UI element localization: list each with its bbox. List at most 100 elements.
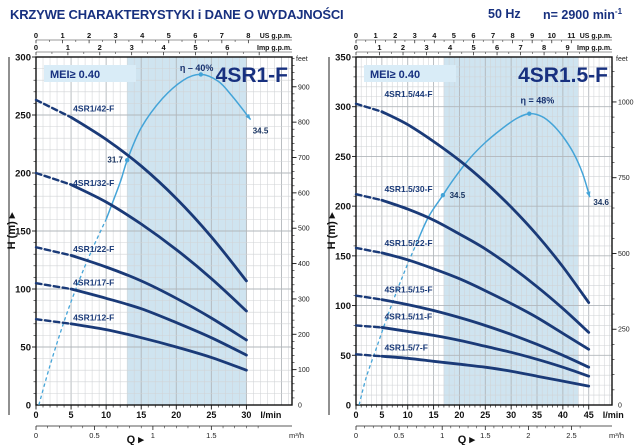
svg-text:0: 0 <box>33 410 38 420</box>
pump-curve: 4SR1/12-F <box>34 312 248 372</box>
chart-panel-4sr1-5-f: 0 50 100 150 200 250 300 350 H (m) ▸ 0 250 500 750 10… <box>320 30 640 445</box>
chart-panel-4sr1-f: 0 50 100 150 200 250 300 H (m) ▸ 0 100 200 300 400 50… <box>0 30 320 445</box>
svg-text:1: 1 <box>373 31 377 40</box>
svg-text:9: 9 <box>566 43 570 52</box>
chart-title: 4SR1-F <box>216 64 289 87</box>
head-axis-label: H (m) ▸ <box>6 212 18 249</box>
svg-text:H (m) ▸: H (m) ▸ <box>6 212 18 249</box>
svg-text:3: 3 <box>114 31 118 40</box>
svg-text:1: 1 <box>440 431 444 440</box>
flow-ruler-imp-gpm: 0 1 2 3 4 5 6 Imp g.p.m. <box>34 43 292 56</box>
svg-text:15: 15 <box>429 410 439 420</box>
svg-text:8: 8 <box>246 31 250 40</box>
flow-ruler-imp-gpm: 0 1 2 3 4 5 6 7 8 9 Imp g.p.m. <box>354 43 612 56</box>
svg-text:25: 25 <box>206 410 216 420</box>
svg-text:200: 200 <box>335 202 351 213</box>
svg-text:feet: feet <box>296 56 308 63</box>
svg-text:45: 45 <box>584 410 594 420</box>
svg-text:150: 150 <box>15 227 31 238</box>
svg-text:25: 25 <box>480 410 490 420</box>
svg-text:l/min: l/min <box>260 410 281 420</box>
svg-text:0.5: 0.5 <box>89 431 99 440</box>
svg-text:500: 500 <box>298 226 310 233</box>
svg-text:1: 1 <box>66 43 70 52</box>
flow-ruler-us-gpm: 0 1 2 3 4 5 6 7 8 US g.p.m. <box>34 31 292 44</box>
svg-text:2: 2 <box>87 31 91 40</box>
svg-text:10: 10 <box>403 410 413 420</box>
svg-text:4SR1.5/11-F: 4SR1.5/11-F <box>384 311 432 321</box>
svg-text:6: 6 <box>225 43 229 52</box>
pump-curve: 4SR1/42-F <box>34 98 248 283</box>
efficiency-curve: η = 48% 34.5 34.6 <box>358 96 610 406</box>
svg-text:40: 40 <box>558 410 568 420</box>
svg-text:600: 600 <box>298 190 310 197</box>
svg-text:750: 750 <box>618 175 630 182</box>
svg-text:10: 10 <box>548 31 556 40</box>
svg-text:11: 11 <box>567 31 575 40</box>
svg-text:Q ▸: Q ▸ <box>458 434 476 445</box>
svg-text:5: 5 <box>452 31 456 40</box>
svg-text:0: 0 <box>354 43 358 52</box>
grid <box>36 57 292 405</box>
svg-text:800: 800 <box>298 120 310 127</box>
svg-text:5: 5 <box>167 31 171 40</box>
svg-text:8: 8 <box>511 31 515 40</box>
svg-text:7: 7 <box>518 43 522 52</box>
svg-text:300: 300 <box>298 296 310 303</box>
svg-text:0: 0 <box>353 410 358 420</box>
svg-text:4SR1/32-F: 4SR1/32-F <box>73 178 114 188</box>
mei-badge: MEI≥ 0.40 <box>44 65 136 82</box>
svg-text:1.5: 1.5 <box>206 431 216 440</box>
svg-text:30: 30 <box>241 410 251 420</box>
svg-text:0: 0 <box>34 31 38 40</box>
svg-text:34.6: 34.6 <box>593 198 609 207</box>
pump-curve: 4SR1/22-F <box>34 244 248 342</box>
speed-label: n= 2900 min-1 <box>543 7 622 22</box>
svg-text:0: 0 <box>26 401 31 412</box>
svg-text:US g.p.m.: US g.p.m. <box>260 33 292 40</box>
svg-text:4SR1.5/22-F: 4SR1.5/22-F <box>384 238 432 248</box>
svg-text:4: 4 <box>448 43 453 52</box>
svg-text:0.5: 0.5 <box>394 431 404 440</box>
svg-text:η – 40%: η – 40% <box>180 63 214 73</box>
svg-text:100: 100 <box>15 285 31 296</box>
svg-text:34.5: 34.5 <box>450 191 466 200</box>
pump-curve: 4SR1.5/44-F <box>354 89 591 304</box>
svg-text:Q ▸: Q ▸ <box>127 434 145 445</box>
svg-text:2: 2 <box>526 431 530 440</box>
svg-text:1000: 1000 <box>618 99 634 106</box>
svg-text:100: 100 <box>335 301 351 312</box>
svg-text:4: 4 <box>161 43 166 52</box>
mei-badge: MEI≥ 0.40 <box>364 65 456 82</box>
svg-text:4SR1/12-F: 4SR1/12-F <box>73 312 114 322</box>
svg-text:3: 3 <box>413 31 417 40</box>
efficiency-curve: η – 40% 31.7 34.5 <box>38 63 269 406</box>
svg-text:500: 500 <box>618 251 630 258</box>
svg-text:4SR1/22-F: 4SR1/22-F <box>73 244 114 254</box>
svg-text:8: 8 <box>542 43 546 52</box>
pump-curve: 4SR1/32-F <box>34 171 248 313</box>
svg-text:700: 700 <box>298 155 310 162</box>
svg-text:m³/h: m³/h <box>289 431 304 440</box>
svg-text:2: 2 <box>98 43 102 52</box>
head-axis-feet: 0 100 200 300 400 500 600 700 800 900 feet <box>292 56 310 410</box>
svg-text:4SR1.5-F: 4SR1.5-F <box>518 64 608 87</box>
speed-exponent: -1 <box>614 7 623 16</box>
svg-text:Imp g.p.m.: Imp g.p.m. <box>257 45 292 52</box>
svg-text:1: 1 <box>377 43 381 52</box>
pump-curve: 4SR1.5/15-F <box>354 285 591 369</box>
svg-text:9: 9 <box>530 31 534 40</box>
svg-text:MEI≥ 0.40: MEI≥ 0.40 <box>370 69 420 81</box>
svg-text:250: 250 <box>15 111 31 122</box>
grid <box>356 57 612 405</box>
svg-text:31.7: 31.7 <box>107 156 123 165</box>
svg-text:900: 900 <box>298 84 310 91</box>
svg-text:η = 48%: η = 48% <box>520 96 554 106</box>
svg-text:2: 2 <box>393 31 397 40</box>
svg-text:feet: feet <box>616 56 628 63</box>
svg-text:4SR1.5/15-F: 4SR1.5/15-F <box>384 285 432 295</box>
